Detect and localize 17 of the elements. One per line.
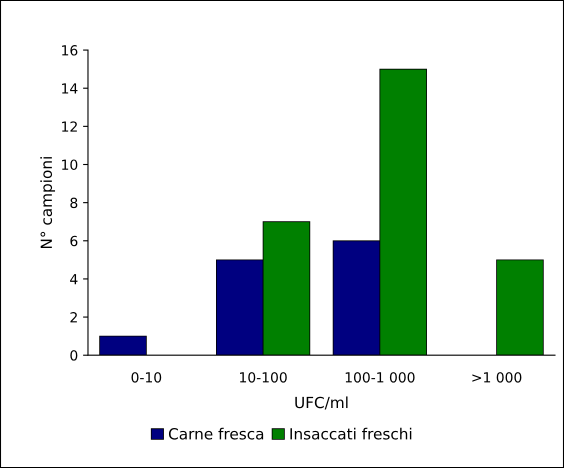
x-tick-label: >1 000 xyxy=(472,372,522,383)
y-tick-label: 16 xyxy=(62,45,78,56)
x-tick-label: 0-10 xyxy=(132,372,162,383)
x-tick-label: 100-1 000 xyxy=(346,372,415,383)
y-tick-label: 2 xyxy=(70,312,77,322)
y-tick-label: 4 xyxy=(70,274,78,284)
y-axis-title: N° campioni xyxy=(40,157,56,248)
legend-label: Insaccati freschi xyxy=(290,428,412,440)
x-tick-label: 10-100 xyxy=(240,372,287,383)
y-tick-label: 6 xyxy=(70,236,78,246)
y-tick-label: 14 xyxy=(62,83,78,94)
x-axis-title: UFC/ml xyxy=(295,396,348,410)
legend-label: Carne fresca xyxy=(168,428,264,440)
y-tick-label: 10 xyxy=(62,159,78,170)
y-tick-label: 12 xyxy=(62,121,77,132)
y-tick-label: 8 xyxy=(70,198,78,208)
y-tick-label: 0 xyxy=(70,350,78,361)
